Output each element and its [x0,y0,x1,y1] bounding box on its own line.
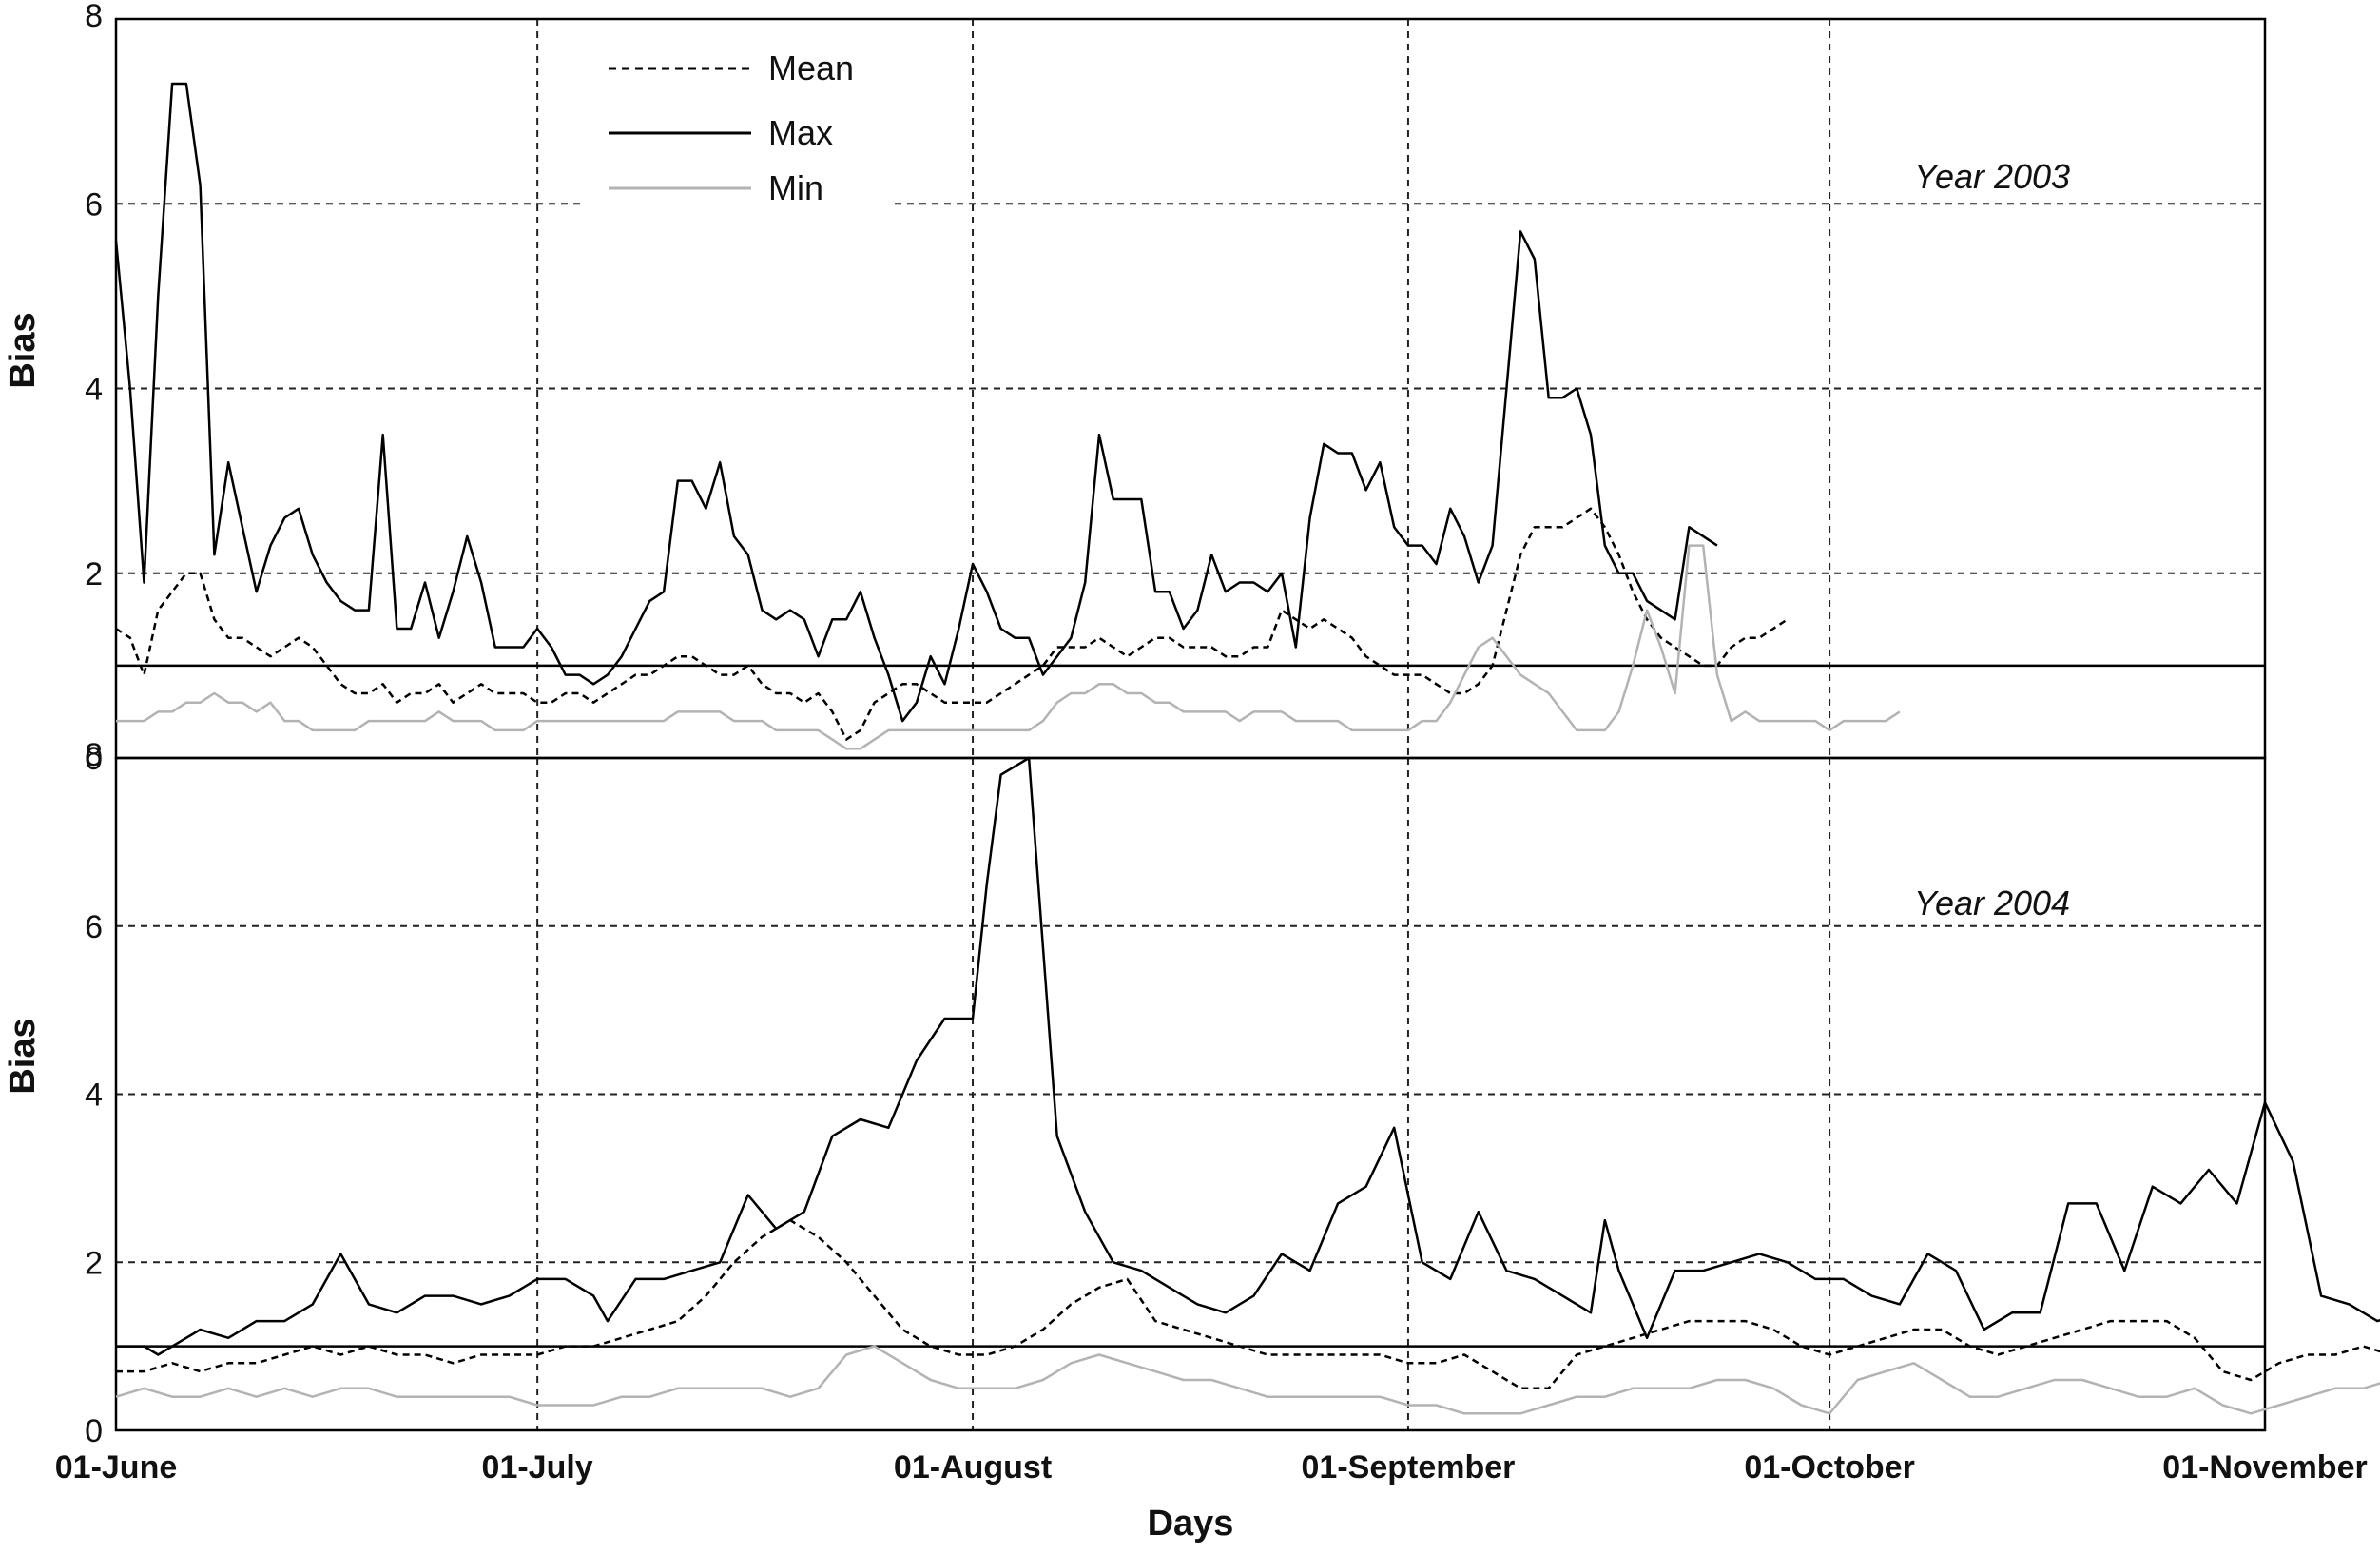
x-axis-label: Days [1148,1504,1234,1544]
year-annotation: Year 2003 [1914,157,2070,196]
y-tick-label: 8 [85,737,103,773]
series-line-min [115,1345,2380,1415]
y-tick-label: 2 [85,556,103,592]
y-tick-label: 6 [85,186,103,223]
legend-label-mean: Mean [768,49,854,87]
y-tick-label: 4 [85,372,103,408]
y-tick-label: 0 [85,741,103,777]
y-tick-label: 6 [85,909,103,945]
y-axis-label: Bias [3,312,43,388]
plot-frame [114,756,2267,1432]
panel-top: 0 2 4 6 8 Bias Year 2003 Mean Max Min [3,0,2267,777]
y-tick-label: 2 [85,1245,103,1281]
x-tick-label: 01-August [894,1449,1052,1486]
year-annotation: Year 2004 [1914,884,2070,923]
y-axis-label: Bias [3,1018,43,1094]
x-tick-label: 01-June [55,1449,178,1486]
x-tick-label: 01-September [1302,1449,1516,1486]
legend-label-min: Min [768,168,823,207]
panel-bottom: 0 2 4 6 8 Bias Year 2004 01-June 01-July 01-Augus… [3,737,2380,1544]
legend: Mean Max Min [580,38,894,219]
series-line-max [114,82,1718,723]
y-tick-label: 4 [85,1078,103,1114]
series-line-max [116,756,2380,1356]
series-line-mean [115,507,1789,741]
y-tick-label: 8 [85,0,103,34]
x-tick-label: 01-July [482,1449,593,1486]
legend-label-max: Max [768,113,833,152]
y-tick-label: 0 [85,1413,103,1449]
x-tick-label: 01-November [2162,1449,2367,1486]
series-line-mean [116,1218,2380,1390]
x-tick-label: 01-October [1744,1449,1915,1486]
series-line-min [116,544,1901,750]
